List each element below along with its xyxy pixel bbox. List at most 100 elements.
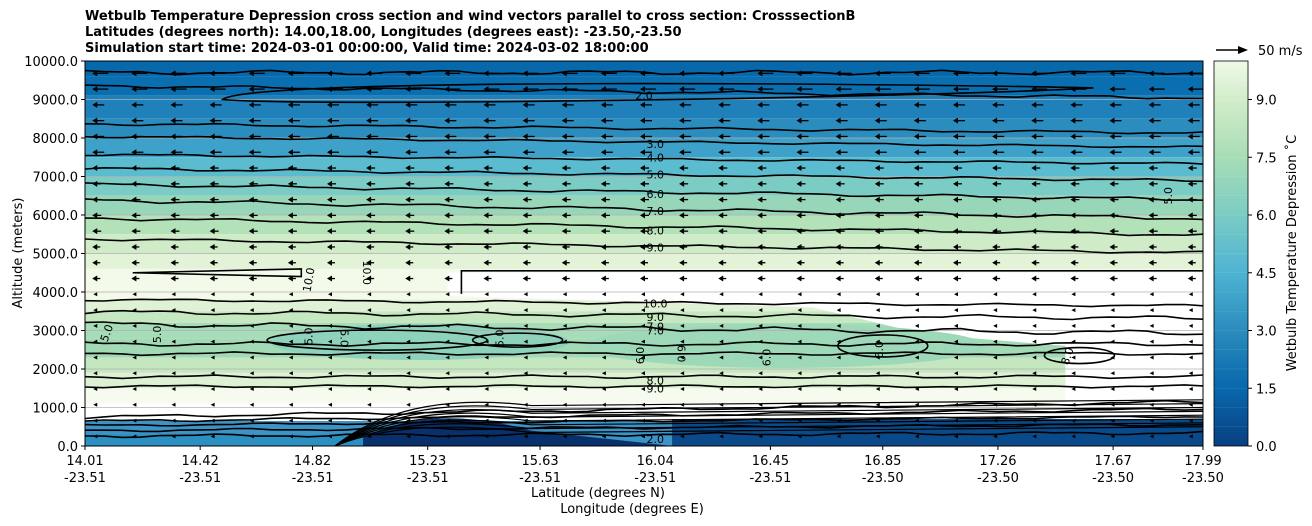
wind-vector-head: [797, 292, 802, 297]
wind-vector-head: [874, 243, 880, 250]
wind-vector-head: [367, 418, 372, 423]
wind-vector-head: [366, 133, 372, 140]
wind-vector-head: [953, 259, 959, 266]
wind-vector-head: [679, 101, 685, 108]
wind-vector-head: [405, 149, 411, 156]
wind-vector-head: [287, 228, 293, 235]
wind-vector-head: [131, 165, 137, 172]
wind-vector-head: [562, 371, 567, 376]
wind-vector-head: [445, 339, 450, 344]
contour-line: [85, 309, 1203, 321]
contour-line-closed: [266, 329, 488, 351]
x-tick-label-latitude: 16.45: [752, 454, 789, 469]
wind-vector-head: [836, 323, 841, 328]
wind-vector-head: [248, 275, 254, 282]
wind-vector-head: [562, 355, 567, 360]
wind-vector-head: [562, 387, 567, 392]
wind-vector-head: [913, 165, 919, 172]
wind-vector-head: [836, 292, 841, 297]
wind-vector-head: [758, 387, 763, 392]
wind-vector-head: [445, 355, 450, 360]
wind-vector-head: [1071, 387, 1076, 392]
wind-vector-head: [171, 387, 176, 392]
x-tick-label-latitude: 15.63: [521, 454, 558, 469]
wind-vector-head: [561, 212, 567, 219]
wind-vector-head: [523, 323, 528, 328]
wind-vector-head: [170, 86, 176, 93]
wind-vector-head: [171, 292, 176, 297]
wind-vector-head: [679, 86, 685, 93]
wind-vector-head: [1110, 387, 1115, 392]
wind-vector-head: [326, 165, 332, 172]
wind-vector-head: [1148, 228, 1154, 235]
wind-vector-head: [522, 133, 528, 140]
wind-vector-head: [483, 165, 489, 172]
wind-vector-head: [170, 180, 176, 187]
wind-vector-head: [640, 196, 645, 203]
wind-vector-head: [210, 434, 215, 439]
wind-vector-head: [1070, 243, 1076, 250]
wind-vector-head: [601, 339, 606, 344]
wind-vector-head: [444, 275, 450, 282]
wind-vector-head: [992, 86, 998, 93]
wind-vector-head: [641, 418, 645, 423]
wind-vector-head: [406, 308, 411, 313]
wind-vector-head: [1071, 292, 1076, 297]
wind-vector-head: [132, 355, 137, 360]
contour-label: 4.0: [646, 151, 664, 164]
wind-vector-head: [367, 387, 372, 392]
wind-vector-head: [758, 371, 763, 376]
wind-vector-head: [170, 149, 176, 156]
wind-vector-head: [641, 434, 645, 439]
wind-vector-head: [718, 165, 724, 172]
wind-vector-head: [131, 101, 137, 108]
wind-vector-head: [1110, 323, 1115, 328]
wind-vector-head: [874, 228, 880, 235]
wind-vector-head: [640, 117, 645, 124]
wind-vector-head: [1148, 117, 1154, 124]
wind-vector-head: [1070, 101, 1076, 108]
wind-vector-head: [288, 339, 293, 344]
wind-vector-head: [757, 228, 763, 235]
wind-vector-head: [366, 212, 372, 219]
wind-vector-head: [1148, 101, 1154, 108]
wind-vector-head: [1071, 355, 1076, 360]
wind-vector-head: [93, 308, 98, 313]
contour-line-closed: [132, 268, 303, 278]
wind-vector-head: [719, 371, 724, 376]
wind-vector-head: [679, 259, 685, 266]
wind-vector-head: [640, 101, 645, 108]
wind-vector-head: [561, 196, 567, 203]
wind-vector-head: [170, 275, 176, 282]
wind-vector-head: [132, 402, 137, 407]
wind-vector-head: [523, 292, 528, 297]
wind-vector-head: [248, 86, 254, 93]
wind-vector-head: [600, 117, 606, 124]
wind-vector-head: [523, 418, 528, 423]
wind-vector-head: [288, 308, 293, 313]
wind-vector-head: [1031, 180, 1037, 187]
contour-label: 6.0: [634, 347, 647, 365]
wind-vector-head: [249, 339, 254, 344]
wind-vector-head: [367, 292, 372, 297]
wind-vector-head: [1070, 228, 1076, 235]
wind-vector-head: [953, 133, 959, 140]
wind-vector-head: [601, 402, 606, 407]
wind-vector-head: [1109, 149, 1115, 156]
wind-vector-head: [170, 212, 176, 219]
contour-line: [85, 135, 1203, 149]
wind-vector-head: [758, 418, 763, 423]
wind-vector-head: [1188, 418, 1193, 423]
wind-vector-head: [718, 117, 724, 124]
wind-vector-head: [796, 275, 802, 282]
wind-vector-head: [406, 402, 411, 407]
wind-vector-head: [835, 259, 841, 266]
wind-vector-head: [405, 212, 411, 219]
wind-vector-head: [913, 228, 919, 235]
wind-vector-head: [287, 165, 293, 172]
wind-vector-head: [92, 86, 98, 93]
wind-vector-head: [92, 243, 98, 250]
x-tick-label-longitude: -23.51: [519, 471, 561, 486]
wind-vector-head: [1148, 243, 1154, 250]
